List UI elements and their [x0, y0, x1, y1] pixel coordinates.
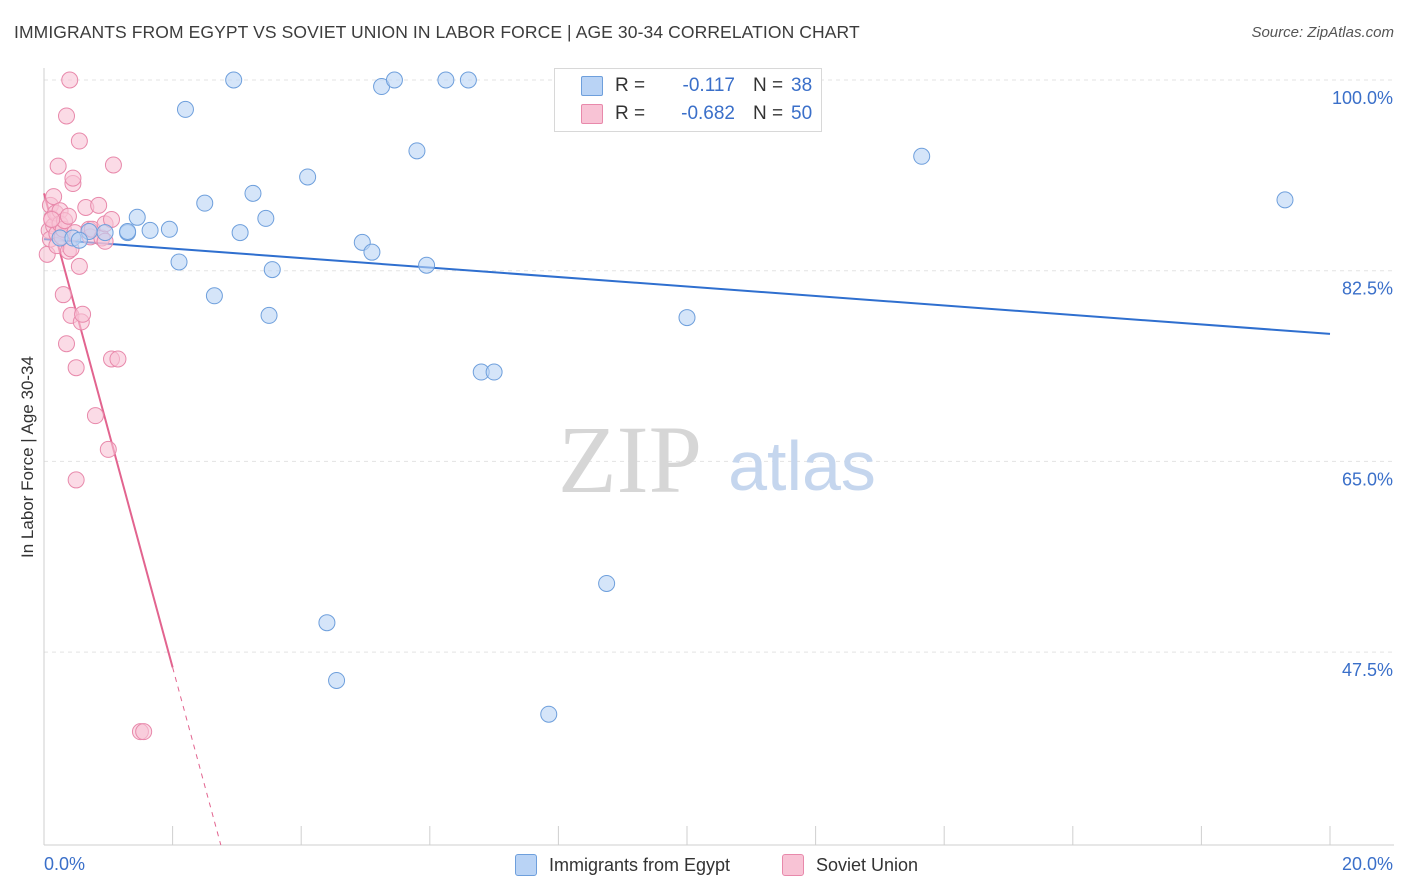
- source-label: Source: ZipAtlas.com: [1251, 24, 1394, 41]
- legend-r-value: -0.117: [682, 75, 735, 96]
- egypt-point: [257, 209, 275, 227]
- egypt-point: [913, 147, 931, 165]
- x-tick-label: 20.0%: [1342, 854, 1393, 874]
- egypt-trend-line: [43, 238, 1331, 335]
- soviet-trend-line: [43, 193, 174, 668]
- egypt-point: [231, 224, 249, 242]
- soviet-point: [61, 71, 79, 89]
- legend-row-egypt: R = -0.117 N = 38: [555, 71, 812, 101]
- soviet-swatch: [581, 104, 603, 124]
- egypt-point: [328, 671, 346, 689]
- grid-lines: [44, 79, 1394, 653]
- data-points: [38, 71, 1294, 741]
- egypt-point: [540, 705, 558, 723]
- soviet-point: [104, 156, 122, 174]
- soviet-trend-extension: [172, 667, 222, 846]
- soviet-legend-swatch: [782, 854, 804, 876]
- egypt-point: [485, 363, 503, 381]
- legend-row-soviet: R = -0.682 N = 50: [555, 99, 812, 129]
- egypt-legend-label: Immigrants from Egypt: [549, 854, 731, 875]
- egypt-point: [263, 261, 281, 279]
- y-tick-label: 47.5%: [1342, 660, 1393, 680]
- y-axis-label: In Labor Force | Age 30-34: [18, 356, 37, 558]
- soviet-point: [67, 471, 85, 489]
- soviet-point: [58, 335, 76, 353]
- soviet-point: [86, 407, 104, 425]
- y-tick-label: 65.0%: [1342, 469, 1393, 489]
- soviet-point: [58, 107, 76, 125]
- legend-n-value: 38: [791, 75, 813, 96]
- legend-item-soviet[interactable]: Soviet Union: [782, 851, 918, 879]
- soviet-point: [70, 132, 88, 150]
- soviet-point: [135, 723, 153, 741]
- legend-n-label: N =: [753, 103, 784, 124]
- y-tick-label: 100.0%: [1332, 88, 1393, 108]
- soviet-point: [99, 440, 117, 458]
- soviet-point: [59, 207, 77, 225]
- egypt-point: [119, 222, 137, 240]
- legend-n-value: 50: [791, 103, 813, 124]
- trend-lines: [43, 193, 1331, 846]
- egypt-point: [678, 309, 696, 327]
- legend-n-label: N =: [753, 75, 784, 96]
- soviet-legend-label: Soviet Union: [816, 854, 919, 875]
- legend-item-egypt[interactable]: Immigrants from Egypt: [515, 851, 730, 879]
- soviet-point: [49, 157, 67, 175]
- y-tick-label: 82.5%: [1342, 279, 1393, 299]
- egypt-point: [418, 256, 436, 274]
- chart-title: IMMIGRANTS FROM EGYPT VS SOVIET UNION IN…: [14, 22, 860, 42]
- egypt-point: [459, 71, 477, 89]
- egypt-point: [1276, 191, 1294, 209]
- legend-r-label: R =: [615, 75, 646, 96]
- legend-r-value: -0.682: [681, 103, 735, 124]
- egypt-point: [299, 168, 317, 186]
- egypt-point: [318, 614, 336, 632]
- series-legend: Immigrants from Egypt Soviet Union: [0, 851, 1406, 879]
- egypt-point: [196, 194, 214, 212]
- egypt-point: [244, 184, 262, 202]
- egypt-point: [96, 224, 114, 242]
- soviet-point: [90, 196, 108, 214]
- stats-legend: R = -0.117 N = 38 R = -0.682 N = 50: [554, 68, 822, 132]
- watermark-zip: ZIP: [558, 406, 702, 513]
- egypt-point: [385, 71, 403, 89]
- egypt-point: [176, 100, 194, 118]
- axes: [43, 68, 1394, 846]
- egypt-point: [225, 71, 243, 89]
- egypt-point: [408, 142, 426, 160]
- egypt-swatch: [581, 76, 603, 96]
- egypt-point: [70, 231, 88, 249]
- soviet-point: [70, 257, 88, 275]
- soviet-point: [43, 210, 61, 228]
- legend-r-label: R =: [615, 103, 646, 124]
- soviet-point: [64, 169, 82, 187]
- egypt-point: [437, 71, 455, 89]
- x-tick-label: 0.0%: [44, 854, 85, 874]
- egypt-legend-swatch: [515, 854, 537, 876]
- egypt-point: [170, 253, 188, 271]
- egypt-point: [205, 287, 223, 305]
- soviet-point: [54, 286, 72, 304]
- soviet-point: [45, 188, 63, 206]
- egypt-point: [128, 208, 146, 226]
- egypt-point: [363, 243, 381, 261]
- soviet-point: [109, 350, 127, 368]
- egypt-point: [160, 220, 178, 238]
- egypt-point: [260, 306, 278, 324]
- egypt-point: [598, 574, 616, 592]
- soviet-point: [67, 359, 85, 377]
- egypt-point: [141, 221, 159, 239]
- watermark-atlas: atlas: [728, 427, 876, 505]
- soviet-point: [74, 305, 92, 323]
- tick-labels: 47.5% 65.0% 82.5% 100.0% 0.0% 20.0%: [44, 88, 1393, 874]
